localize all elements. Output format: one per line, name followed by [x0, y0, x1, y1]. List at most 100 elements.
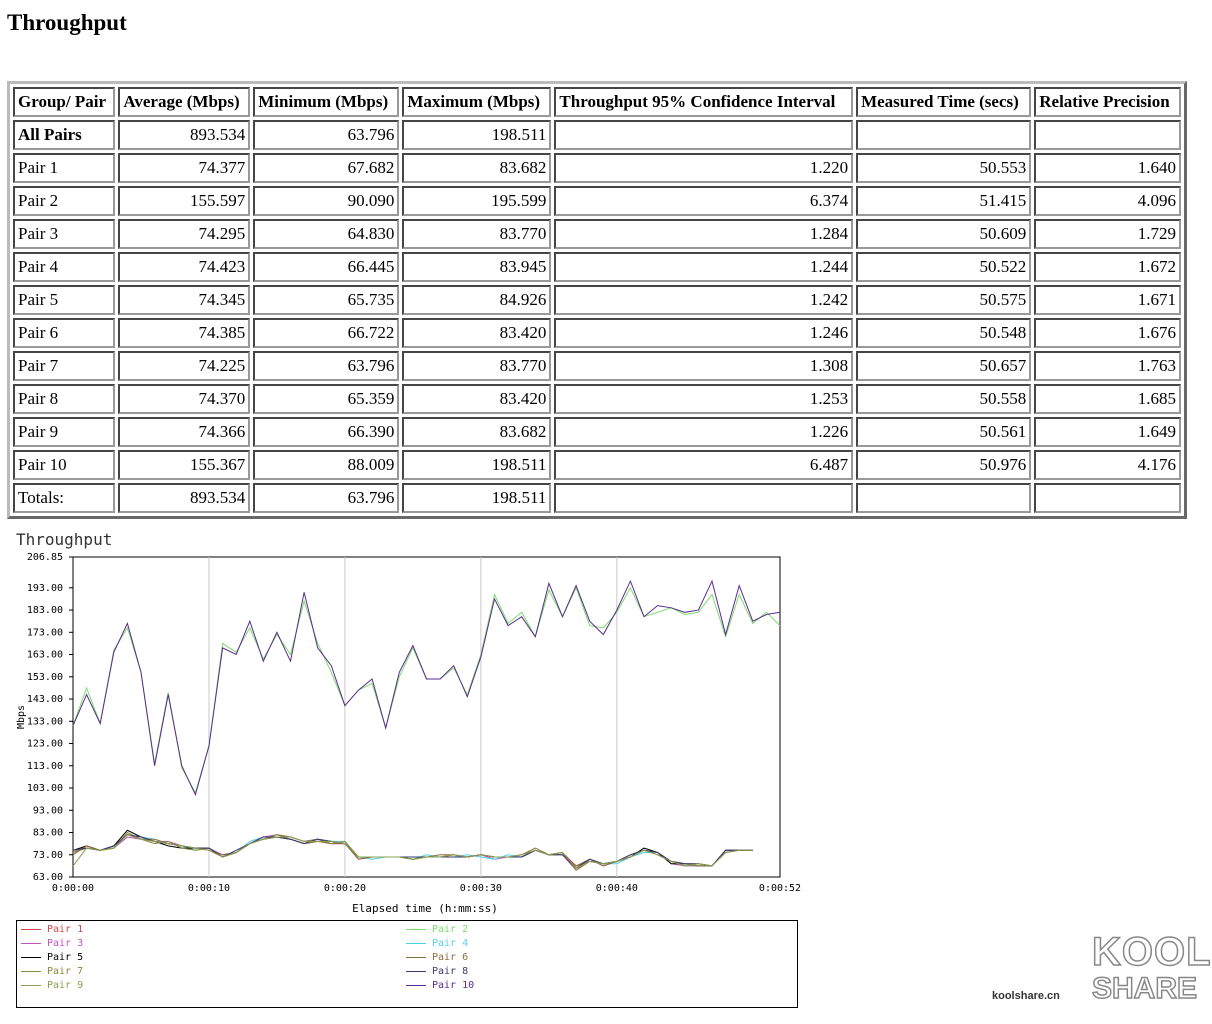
value-cell: 1.672	[1034, 252, 1181, 282]
row-label-cell: Pair 10	[13, 450, 116, 480]
value-cell: 4.176	[1034, 450, 1181, 480]
y-tick-label: 63.00	[33, 872, 63, 883]
header-relative-precision: Relative Precision	[1034, 87, 1181, 117]
row-label-cell: Pair 3	[13, 219, 116, 249]
value-cell	[1034, 120, 1181, 150]
y-tick-label: 103.00	[27, 783, 63, 794]
y-tick-label: 73.00	[33, 850, 63, 861]
header-minimum: Minimum (Mbps)	[253, 87, 400, 117]
row-label-cell: Totals:	[13, 483, 116, 513]
y-tick-label: 206.85	[27, 552, 63, 563]
legend-item: Pair 3	[21, 937, 83, 950]
value-cell: 67.682	[253, 153, 400, 183]
watermark-site: koolshare.cn	[992, 990, 1060, 1002]
value-cell: 893.534	[118, 120, 251, 150]
y-tick-label: 173.00	[27, 627, 63, 638]
row-label-cell: Pair 7	[13, 351, 116, 381]
legend-item: Pair 6	[406, 951, 468, 964]
value-cell: 1.729	[1034, 219, 1181, 249]
table-row: Pair 4 74.423 66.445 83.945 1.244 50.522 1.672	[13, 252, 1181, 282]
header-maximum: Maximum (Mbps)	[402, 87, 552, 117]
legend-label: Pair 6	[432, 952, 469, 963]
value-cell: 63.796	[253, 483, 400, 513]
value-cell: 50.976	[856, 450, 1032, 480]
legend-label: Pair 10	[432, 980, 475, 991]
value-cell: 1.244	[554, 252, 854, 282]
value-cell: 74.366	[118, 417, 251, 447]
value-cell: 1.308	[554, 351, 854, 381]
legend-swatch	[406, 956, 426, 958]
y-tick-label: 193.00	[27, 583, 63, 594]
row-label-cell: Pair 5	[13, 285, 116, 315]
value-cell: 74.295	[118, 219, 251, 249]
value-cell	[554, 120, 854, 150]
table-row-all-pairs: All Pairs 893.534 63.796 198.511	[13, 120, 1181, 150]
watermark-logo-bottom: SHARE	[1091, 971, 1198, 1006]
value-cell: 155.597	[118, 186, 251, 216]
table-row: Pair 6 74.385 66.722 83.420 1.246 50.548 1.676	[13, 318, 1181, 348]
legend-swatch	[406, 970, 426, 972]
value-cell: 63.796	[253, 120, 400, 150]
table-row: Pair 10 155.367 88.009 198.511 6.487 50.976 4.…	[13, 450, 1181, 480]
legend-item: Pair 9	[21, 979, 83, 992]
value-cell: 1.640	[1034, 153, 1181, 183]
y-tick-label: 143.00	[27, 694, 63, 705]
value-cell: 50.575	[856, 285, 1032, 315]
value-cell: 64.830	[253, 219, 400, 249]
legend-item: Pair 4	[406, 937, 468, 950]
legend-label: Pair 8	[432, 966, 469, 977]
value-cell: 83.770	[402, 351, 552, 381]
value-cell: 4.096	[1034, 186, 1181, 216]
legend-label: Pair 3	[47, 938, 84, 949]
value-cell: 1.763	[1034, 351, 1181, 381]
legend-item: Pair 10	[406, 979, 474, 992]
value-cell: 198.511	[402, 483, 552, 513]
legend-item: Pair 2	[406, 923, 468, 936]
series-layer	[72, 579, 781, 871]
table-row: Pair 9 74.366 66.390 83.682 1.226 50.561 1.649	[13, 417, 1181, 447]
row-label-cell: Pair 9	[13, 417, 116, 447]
legend-swatch	[406, 942, 426, 944]
legend-swatch	[21, 928, 41, 930]
value-cell: 88.009	[253, 450, 400, 480]
table-row: Totals: 893.534 63.796 198.511	[13, 483, 1181, 513]
y-tick-label: 183.00	[27, 605, 63, 616]
legend-swatch	[21, 970, 41, 972]
value-cell: 50.561	[856, 417, 1032, 447]
value-cell: 74.385	[118, 318, 251, 348]
value-cell: 63.796	[253, 351, 400, 381]
value-cell: 6.374	[554, 186, 854, 216]
throughput-chart: Throughput 0:00:00 0:00:10 0:00:20 0:00:30 0…	[0, 520, 820, 920]
legend-label: Pair 9	[47, 980, 84, 991]
value-cell: 66.722	[253, 318, 400, 348]
table-row: Pair 8 74.370 65.359 83.420 1.253 50.558 1.685	[13, 384, 1181, 414]
header-confidence-interval: Throughput 95% Confidence Interval	[554, 87, 854, 117]
value-cell: 50.548	[856, 318, 1032, 348]
table-row: Pair 3 74.295 64.830 83.770 1.284 50.609 1.729	[13, 219, 1181, 249]
legend-label: Pair 7	[47, 966, 84, 977]
y-tick-label: 123.00	[27, 739, 63, 750]
value-cell: 1.676	[1034, 318, 1181, 348]
chart-legend: Pair 1 Pair 2 Pair 3 Pair 4 Pair 5 Pair 6 Pair…	[16, 920, 798, 1008]
value-cell: 1.649	[1034, 417, 1181, 447]
legend-swatch	[21, 942, 41, 944]
table-row: Pair 2 155.597 90.090 195.599 6.374 51.415 4.0…	[13, 186, 1181, 216]
value-cell: 83.945	[402, 252, 552, 282]
row-label-cell: Pair 6	[13, 318, 116, 348]
value-cell: 74.225	[118, 351, 251, 381]
value-cell: 1.284	[554, 219, 854, 249]
legend-item: Pair 8	[406, 965, 468, 978]
value-cell: 50.657	[856, 351, 1032, 381]
legend-label: Pair 1	[47, 924, 84, 935]
value-cell	[1034, 483, 1181, 513]
table-header-row: Group/ Pair Average (Mbps) Minimum (Mbps…	[13, 87, 1181, 117]
value-cell: 1.220	[554, 153, 854, 183]
value-cell: 50.553	[856, 153, 1032, 183]
value-cell: 155.367	[118, 450, 251, 480]
value-cell: 1.253	[554, 384, 854, 414]
watermark: KOOL SHARE koolshare.cn	[992, 931, 1211, 1012]
value-cell: 50.609	[856, 219, 1032, 249]
x-tick-label: 0:00:30	[460, 883, 502, 894]
page-title: Throughput	[7, 10, 127, 35]
x-tick-label: 0:00:00	[52, 883, 94, 894]
